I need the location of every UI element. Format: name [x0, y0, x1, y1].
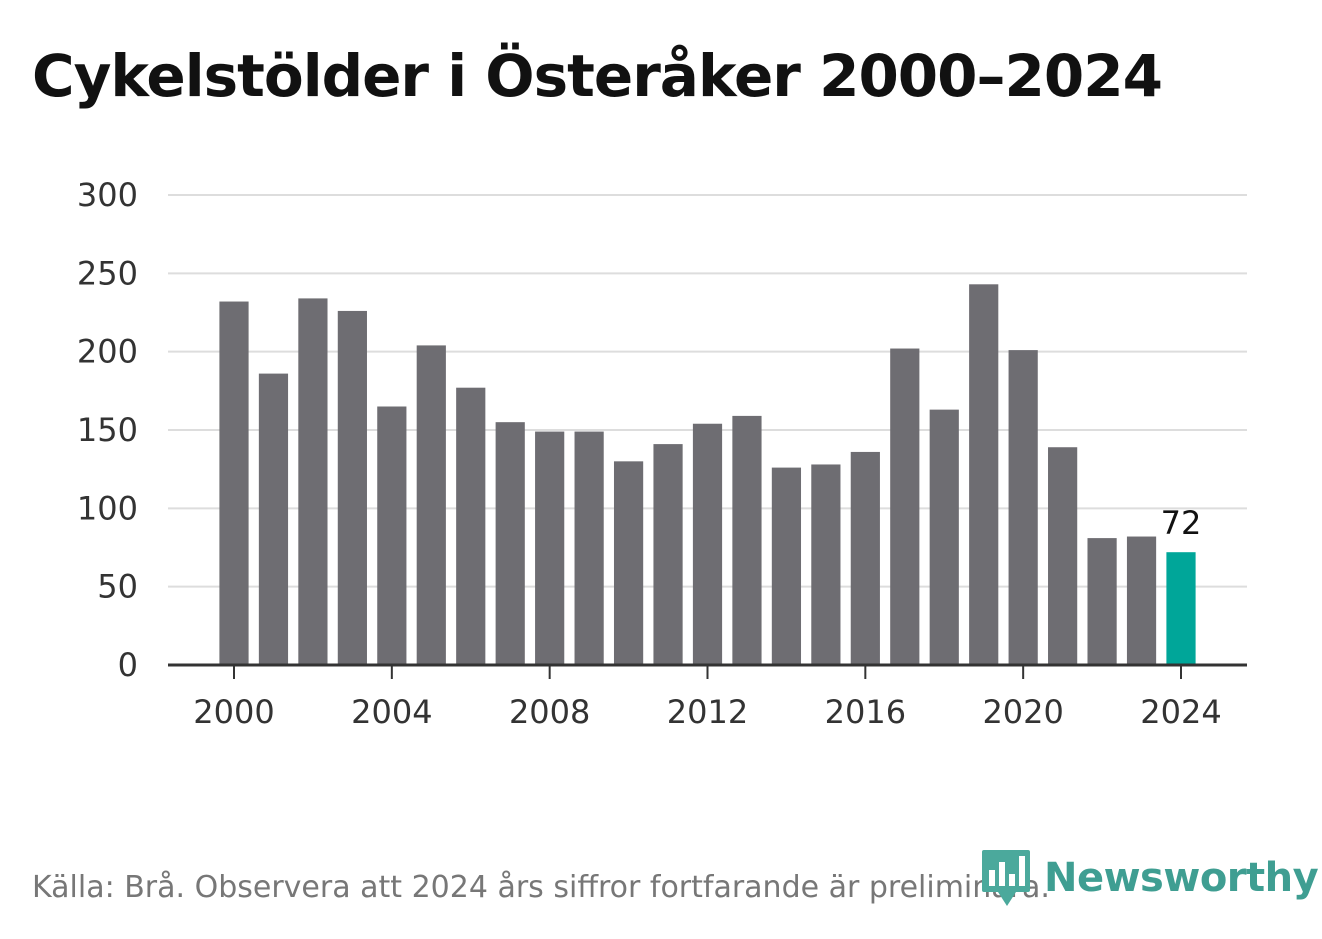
- y-axis-labels: 0 50 100 150 200 250 300: [77, 176, 138, 684]
- bar-highlight: [1166, 552, 1196, 665]
- bar: [969, 284, 999, 665]
- bar: [219, 301, 249, 665]
- source-note: Källa: Brå. Observera att 2024 års siffr…: [32, 870, 1050, 905]
- bar: [653, 444, 683, 665]
- data-label: 72: [1161, 504, 1202, 542]
- y-tick-label: 200: [77, 333, 138, 371]
- bar: [416, 345, 446, 665]
- y-tick-label: 250: [77, 254, 138, 292]
- y-tick-label: 50: [97, 568, 138, 606]
- bar: [811, 464, 841, 665]
- bar: [1126, 536, 1157, 665]
- x-tick-label: 2024: [1140, 693, 1221, 731]
- bar: [495, 422, 525, 665]
- bar: [377, 406, 407, 665]
- bar: [613, 461, 644, 665]
- bar: [535, 431, 565, 665]
- bar: [692, 423, 723, 665]
- logo-text: Newsworthy: [1044, 855, 1319, 901]
- y-tick-label: 100: [77, 489, 138, 527]
- bars: [219, 284, 1196, 665]
- x-tick-label: 2020: [982, 693, 1063, 731]
- bar: [890, 348, 920, 665]
- y-tick-label: 0: [118, 646, 138, 684]
- newsworthy-logo: Newsworthy: [982, 848, 1319, 908]
- x-axis: 2000 2004 2008 2012 2016 2020 2024: [168, 663, 1247, 731]
- x-tick-label: 2000: [193, 693, 274, 731]
- y-tick-label: 300: [77, 176, 138, 214]
- x-tick-label: 2008: [509, 693, 590, 731]
- bar: [1087, 538, 1117, 665]
- bar: [298, 298, 328, 665]
- bar: [1008, 350, 1038, 665]
- bar: [850, 451, 880, 665]
- bar: [771, 467, 802, 665]
- y-tick-label: 150: [77, 411, 138, 449]
- bar: [929, 409, 959, 665]
- bar: [574, 431, 604, 665]
- bar: [258, 373, 289, 665]
- bar: [337, 310, 367, 665]
- chart-title: Cykelstölder i Österåker 2000–2024: [32, 42, 1163, 110]
- bar: [732, 415, 762, 665]
- x-tick-label: 2004: [351, 693, 432, 731]
- x-tick-label: 2012: [667, 693, 748, 731]
- annotations: 72: [1161, 504, 1202, 542]
- x-tick-label: 2016: [825, 693, 906, 731]
- bar: [1048, 447, 1078, 665]
- bar: [456, 387, 486, 665]
- newsworthy-logo-icon: [982, 850, 1030, 906]
